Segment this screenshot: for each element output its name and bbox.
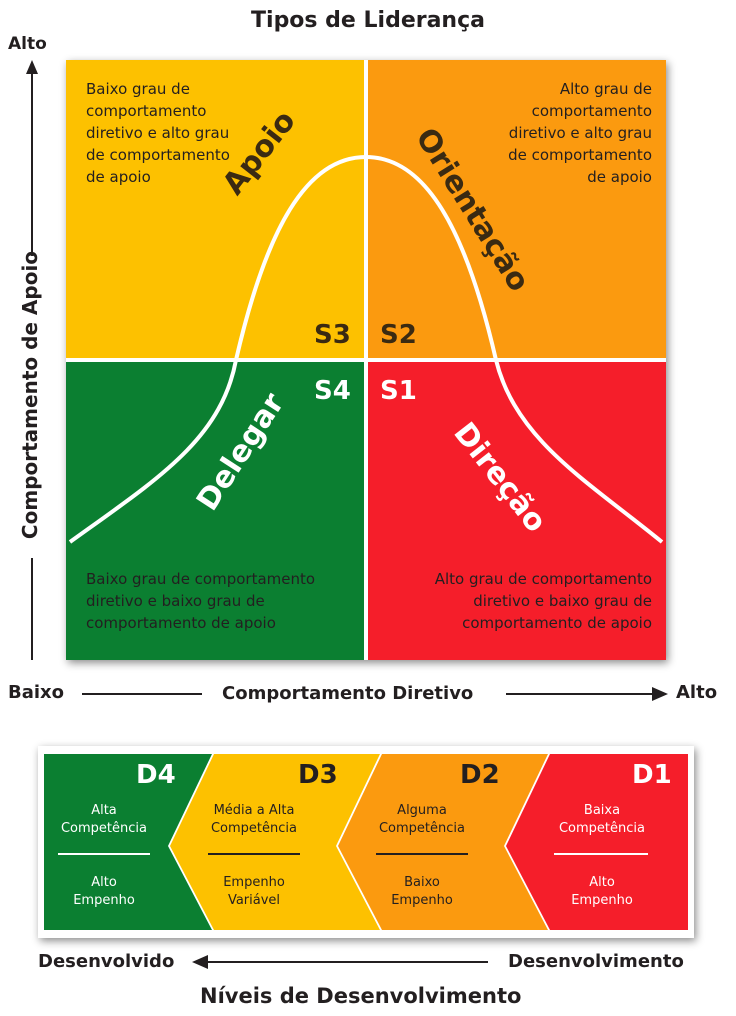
s2-description-line: de apoio (587, 168, 652, 186)
d3-commitment: Empenho Variável (194, 874, 314, 910)
s2-description-line: Alto grau de (559, 80, 652, 98)
development-arrow (192, 955, 488, 969)
s4-tag: S4 (314, 376, 351, 406)
d1-competence: Baixa Competência (542, 802, 662, 838)
d4-commitment-line: Alto (91, 875, 117, 890)
development-levels: D4 Alta Competência Alto Empenho D3 Médi… (38, 746, 694, 938)
d4-tag: D4 (136, 760, 176, 790)
development-chevrons (44, 754, 688, 930)
s3-description: Baixo grau de comportamento diretivo e a… (86, 78, 230, 188)
s1-description-line: comportamento de apoio (462, 614, 652, 632)
s4-description: Baixo grau de comportamento diretivo e b… (86, 568, 315, 634)
d4-competence-line: Alta (91, 803, 117, 818)
d3-commitment-line: Variável (227, 893, 281, 908)
s3-description-line: comportamento (86, 102, 207, 120)
quadrant-s3 (66, 60, 364, 358)
s1-tag: S1 (380, 376, 417, 406)
d3-competence-line: Média a Alta (213, 803, 295, 818)
s2-description-line: de comportamento (508, 146, 652, 164)
s3-description-line: diretivo e alto grau (86, 124, 230, 142)
development-title: Níveis de Desenvolvimento (200, 984, 522, 1008)
d1-commitment-line: Alto (589, 875, 615, 890)
d3-competence: Média a Alta Competência (194, 802, 314, 838)
leadership-grid: Baixo grau de comportamento diretivo e a… (66, 60, 666, 660)
d2-competence-line: Alguma (397, 803, 447, 818)
s2-description: Alto grau de comportamento diretivo e al… (508, 78, 652, 188)
s1-description: Alto grau de comportamento diretivo e ba… (435, 568, 652, 634)
developing-label: Desenvolvimento (508, 951, 684, 972)
s3-tag: S3 (314, 320, 351, 350)
d1-commitment-line: Empenho (571, 893, 633, 908)
d2-commitment-line: Baixo (404, 875, 440, 890)
y-axis-arrow (26, 60, 38, 660)
d2-commitment: Baixo Empenho (362, 874, 482, 910)
x-axis-high-label: Alto (676, 682, 718, 703)
s2-description-line: diretivo e alto grau (508, 124, 652, 142)
d4-competence: Alta Competência (44, 802, 164, 838)
d1-commitment: Alto Empenho (542, 874, 662, 910)
y-axis-high-label: Alto (8, 34, 47, 54)
x-axis-arrow (82, 687, 668, 701)
s3-description-line: de comportamento (86, 146, 230, 164)
d4-commitment-line: Empenho (73, 893, 135, 908)
d1-tag: D1 (632, 760, 672, 790)
leadership-curve (68, 154, 664, 544)
x-axis-label: Comportamento Diretivo (222, 683, 474, 704)
d2-competence: Alguma Competência (362, 802, 482, 838)
s2-description-line: comportamento (531, 102, 652, 120)
y-axis-label-wrap: Comportamento de Apoio (16, 245, 44, 545)
d2-competence-line: Competência (378, 821, 465, 836)
d4-competence-line: Competência (60, 821, 147, 836)
s4-description-line: comportamento de apoio (86, 614, 276, 632)
x-axis-low-label: Baixo (8, 682, 65, 703)
d3-competence-line: Competência (210, 821, 297, 836)
y-axis-label: Comportamento de Apoio (18, 250, 42, 540)
developed-label: Desenvolvido (38, 951, 175, 972)
s1-description-line: Alto grau de comportamento (434, 570, 652, 588)
d3-commitment-line: Empenho (223, 875, 285, 890)
d2-tag: D2 (460, 760, 500, 790)
s3-description-line: de apoio (86, 168, 151, 186)
d2-commitment-line: Empenho (391, 893, 453, 908)
d4-commitment: Alto Empenho (44, 874, 164, 910)
s4-description-line: Baixo grau de comportamento (86, 570, 316, 588)
s4-description-line: diretivo e baixo grau de (86, 592, 265, 610)
d1-competence-line: Competência (558, 821, 645, 836)
s1-description-line: diretivo e baixo grau de (473, 592, 652, 610)
diagram-title: Tipos de Liderança (251, 8, 485, 33)
quadrant-s2 (368, 60, 666, 358)
d1-competence-line: Baixa (583, 803, 621, 818)
s2-tag: S2 (380, 320, 417, 350)
grid-divider-horizontal (66, 358, 666, 362)
d3-tag: D3 (298, 760, 338, 790)
s3-description-line: Baixo grau de (86, 80, 190, 98)
